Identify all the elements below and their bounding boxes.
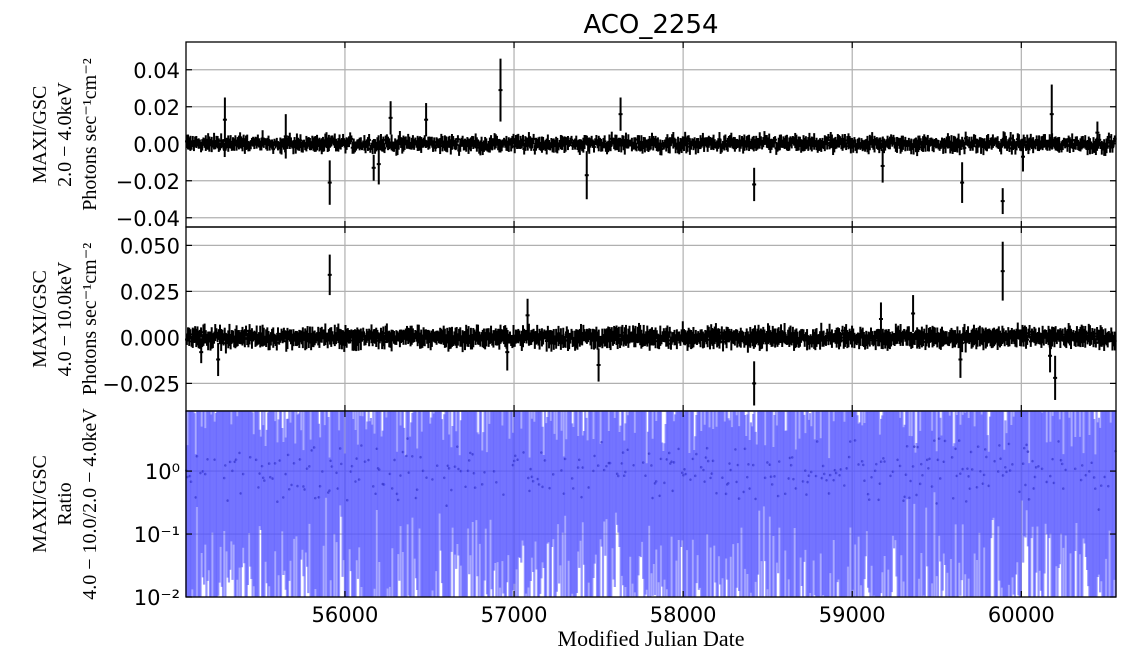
y-tick-label: 0.02 — [133, 96, 180, 120]
y-tick-label: −0.02 — [116, 170, 180, 194]
y-axis-label-line: MAXI/GSC — [29, 455, 51, 553]
y-tick-label: 0.000 — [120, 326, 180, 350]
x-tick-label: 60000 — [988, 603, 1055, 627]
y-axis-label-line: 4.0 − 10.0/2.0 − 4.0keV — [79, 408, 101, 600]
ratio-point — [912, 445, 916, 448]
x-tick-label: 57000 — [481, 603, 548, 627]
y-tick-label: 10⁻² — [134, 586, 180, 610]
x-axis-label: Modified Julian Date — [558, 626, 745, 651]
panel-top-flux-2-4kev: 0.04 0.02 0.00 −0.02 −0.04 MAXI/GSC 2.0 − 4.0k… — [29, 41, 1117, 231]
x-tick-label: 58000 — [650, 603, 717, 627]
ratio-point — [1026, 450, 1030, 453]
y-tick-label: 0.025 — [120, 280, 180, 304]
y-tick-label: 0.050 — [120, 234, 180, 258]
y-tick-label: 10⁰ — [145, 460, 180, 484]
y-tick-label: 0.00 — [133, 133, 180, 157]
panel-bottom-hardness-ratio: 56000 57000 58000 59000 60000 10⁰ 10⁻¹ 10⁻² MAXI… — [29, 408, 1117, 627]
y-axis-label-line: Photons sec⁻¹cm⁻² — [79, 58, 101, 211]
y-axis-label-line: 2.0 − 4.0keV — [54, 82, 76, 187]
y-axis-label-line: MAXI/GSC — [29, 86, 51, 184]
chart-title: ACO_2254 — [583, 10, 718, 40]
y-axis-label-line: Photons sec⁻¹cm⁻² — [79, 243, 101, 396]
y-axis-label-line: 4.0 − 10.0keV — [54, 261, 76, 376]
y-tick-label: 0.04 — [133, 59, 180, 83]
y-axis-label-line: Ratio — [54, 482, 76, 525]
y-tick-label: 10⁻¹ — [134, 523, 180, 547]
y-axis-label-line: MAXI/GSC — [29, 270, 51, 368]
panel-frame — [185, 410, 1117, 598]
x-tick-label: 59000 — [819, 603, 886, 627]
panel-middle-flux-4-10kev: 0.050 0.025 0.000 −0.025 MAXI/GSC 4.0 − 10.0k… — [29, 226, 1117, 412]
y-tick-label: −0.04 — [116, 207, 180, 231]
y-tick-label: −0.025 — [102, 372, 180, 396]
x-tick-label: 56000 — [312, 603, 379, 627]
